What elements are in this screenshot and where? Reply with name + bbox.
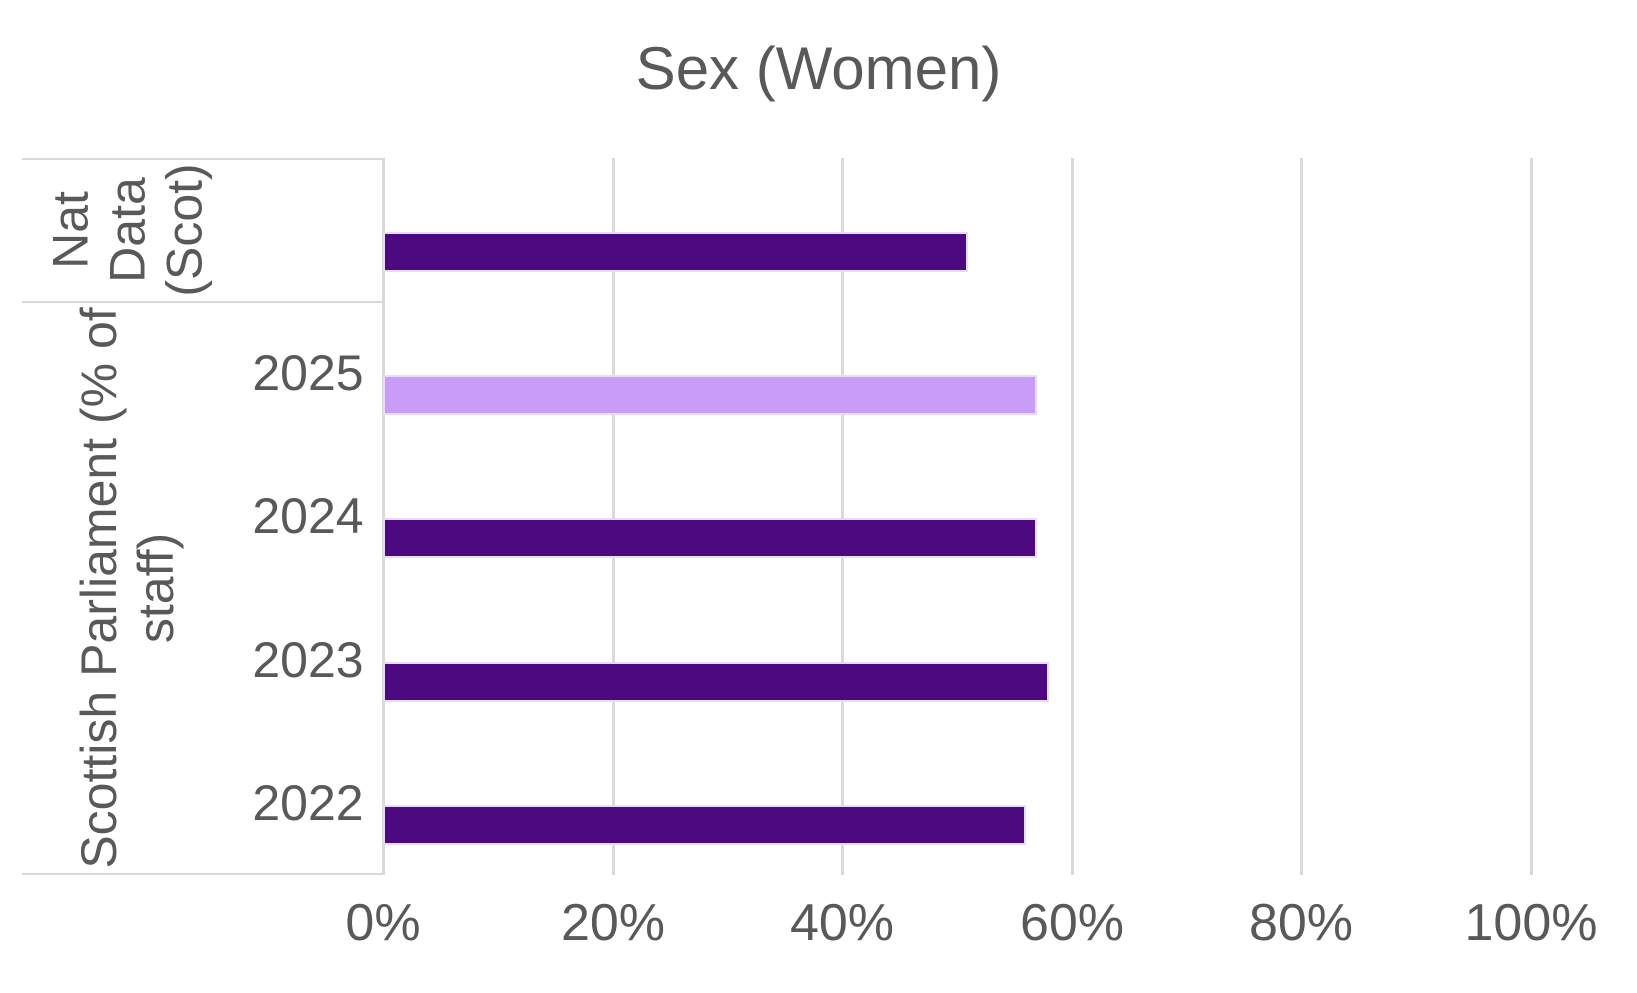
gridline-40pct <box>841 158 844 875</box>
year-label-2022: 2022 <box>252 775 364 832</box>
label-area-bottom-border <box>22 873 383 875</box>
chart-title: Sex (Women) <box>635 35 1002 102</box>
label-area-top-border <box>22 158 383 160</box>
x-tick-label-60pct: 60% <box>1019 894 1125 952</box>
bar-2025 <box>383 375 1037 415</box>
bar-2023 <box>383 662 1049 702</box>
group-cell-scottish-parliament: Scottish Parliament (% of staff) <box>22 301 233 875</box>
gridline-80pct <box>1300 158 1303 875</box>
category-axis: Nat Data (Scot) Scottish Parliament (% of st… <box>22 158 383 875</box>
x-tick-label-20pct: 20% <box>560 894 666 952</box>
group-label-scottish-parliament: Scottish Parliament (% of staff) <box>70 307 184 869</box>
x-tick-label-100pct: 100% <box>1464 894 1598 952</box>
bar-2022 <box>383 805 1026 845</box>
group-separator-line <box>22 301 383 303</box>
gridline-20pct <box>612 158 615 875</box>
year-label-2023: 2023 <box>252 631 364 688</box>
group-label-nat-data-scot: Nat Data (Scot) <box>42 163 212 297</box>
gridline-60pct <box>1071 158 1074 875</box>
gridline-0pct <box>382 158 385 875</box>
gridline-100pct <box>1530 158 1533 875</box>
year-label-2024: 2024 <box>252 488 364 545</box>
year-label-2025: 2025 <box>252 345 364 402</box>
bar-2024 <box>383 518 1037 558</box>
x-tick-label-0pct: 0% <box>345 894 421 952</box>
group-cell-nat-data-scot: Nat Data (Scot) <box>22 158 233 301</box>
x-tick-label-80pct: 80% <box>1248 894 1354 952</box>
plot-area <box>382 158 1533 875</box>
x-tick-label-40pct: 40% <box>789 894 895 952</box>
bar-nat-data-scot <box>383 232 968 272</box>
